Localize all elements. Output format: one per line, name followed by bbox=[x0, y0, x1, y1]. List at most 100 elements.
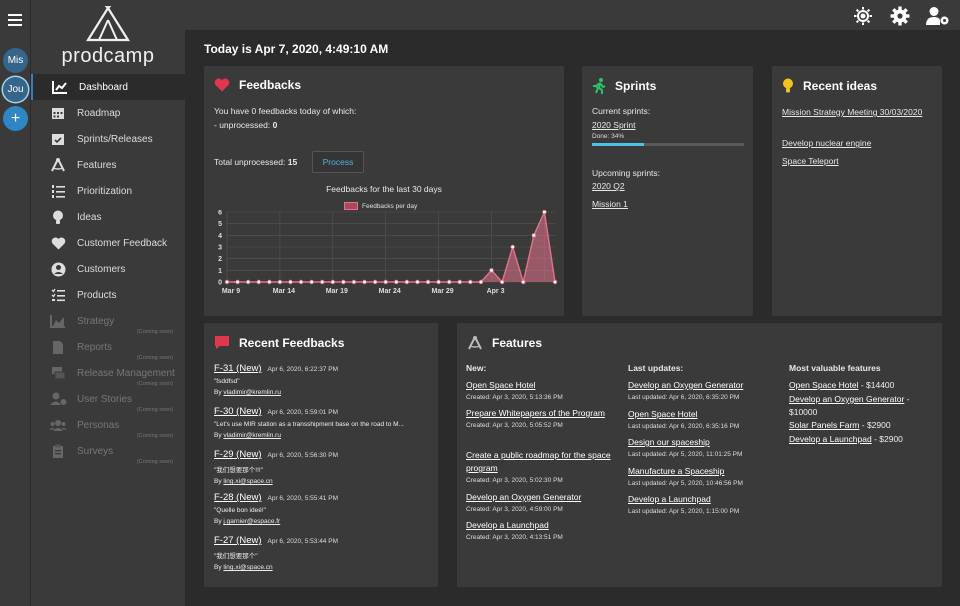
data-point bbox=[394, 279, 399, 285]
x-tick-label: Mar 29 bbox=[432, 288, 454, 295]
feature-value: - $2900 bbox=[871, 434, 903, 444]
feedback-item: F-29 (New) Apr 6, 2020, 5:56:30 PM "我们想要那个… bbox=[214, 449, 432, 485]
valuable-feature-item: Develop a Launchpad - $2900 bbox=[789, 433, 937, 446]
feature-link[interactable]: Develop an Oxygen Generator bbox=[466, 492, 582, 502]
hamburger-menu-icon[interactable] bbox=[8, 14, 22, 26]
tasks-icon bbox=[49, 286, 67, 304]
current-sprint-link[interactable]: 2020 Sprint bbox=[592, 120, 636, 130]
lightbulb-icon bbox=[783, 78, 793, 93]
nav-features[interactable]: Features bbox=[31, 152, 185, 178]
feedback-item: F-28 (New) Apr 6, 2020, 5:55:41 PM "Quelle… bbox=[214, 492, 432, 525]
workspace-button-2[interactable]: Jou bbox=[3, 77, 28, 102]
chart-legend: Feedbacks per day bbox=[344, 202, 417, 210]
brightness-icon[interactable] bbox=[853, 6, 873, 26]
feature-updated: Last updated: Apr 6, 2020, 6:35:20 PM bbox=[628, 394, 740, 401]
data-point bbox=[256, 279, 261, 285]
feedback-author-link[interactable]: ling.xi@space.cn bbox=[223, 478, 273, 485]
today-date-heading: Today is Apr 7, 2020, 4:49:10 AM bbox=[204, 42, 389, 56]
new-feature-item: Create a public roadmap for the space pr… bbox=[466, 449, 616, 484]
nav-label: Customer Feedback bbox=[77, 237, 168, 249]
feedback-id-link[interactable]: F-31 (New) bbox=[214, 363, 262, 374]
feedback-author-link[interactable]: vladimir@kremlin.ru bbox=[223, 432, 281, 439]
nav-label: Customers bbox=[77, 263, 126, 275]
upcoming-sprint-link[interactable]: Mission 1 bbox=[592, 199, 628, 209]
chart-area-icon bbox=[49, 312, 67, 330]
feedback-date: Apr 6, 2020, 5:53:44 PM bbox=[267, 538, 338, 545]
user-circle-icon bbox=[49, 260, 67, 278]
recent-ideas-card: Recent ideas Mission Strategy Meeting 30… bbox=[772, 66, 942, 316]
total-unprocessed-line: Total unprocessed: 15 bbox=[214, 157, 297, 167]
nav-ideas[interactable]: Ideas bbox=[31, 204, 185, 230]
legend-label: Feedbacks per day bbox=[362, 202, 418, 210]
y-tick-label: 4 bbox=[218, 233, 222, 240]
nav-customer-feedback[interactable]: Customer Feedback bbox=[31, 230, 185, 256]
feature-link[interactable]: Open Space Hotel bbox=[628, 408, 698, 419]
gear-icon[interactable] bbox=[890, 6, 910, 26]
card-title: Recent Feedbacks bbox=[239, 335, 345, 350]
nav-label: Prioritization bbox=[77, 185, 133, 197]
data-point bbox=[362, 279, 367, 285]
feedback-author-link[interactable]: ling.xi@space.cn bbox=[223, 564, 273, 571]
nav-personas: Personas (Coming soon) bbox=[31, 412, 185, 439]
feature-link[interactable]: Design our spaceship bbox=[628, 437, 710, 447]
nav-prioritization[interactable]: Prioritization bbox=[31, 178, 185, 204]
feature-link[interactable]: Manufacture a Spaceship bbox=[628, 465, 725, 476]
new-features-label: New: bbox=[466, 363, 487, 373]
feature-link[interactable]: Solar Panels Farm bbox=[789, 420, 860, 430]
data-point bbox=[320, 279, 325, 285]
feature-link[interactable]: Open Space Hotel bbox=[789, 380, 859, 390]
sidebar: prodcamp Dashboard Roadmap Sprints/Relea… bbox=[31, 0, 185, 606]
feedback-date: Apr 6, 2020, 5:59:01 PM bbox=[267, 409, 338, 416]
nav-roadmap[interactable]: Roadmap bbox=[31, 100, 185, 126]
card-title: Recent ideas bbox=[803, 79, 878, 93]
process-button[interactable]: Process bbox=[312, 151, 364, 173]
idea-link[interactable]: Develop nuclear engine bbox=[782, 138, 872, 148]
card-title: Feedbacks bbox=[239, 78, 302, 92]
feature-link[interactable]: Create a public roadmap for the space pr… bbox=[466, 450, 611, 473]
nav-label: Ideas bbox=[77, 211, 102, 223]
data-point bbox=[489, 268, 494, 273]
feedback-id-link[interactable]: F-28 (New) bbox=[214, 492, 262, 503]
feature-value: - $14400 bbox=[858, 380, 895, 390]
feedback-id-link[interactable]: F-30 (New) bbox=[214, 406, 262, 417]
idea-link[interactable]: Space Teleport bbox=[782, 156, 839, 166]
data-point bbox=[298, 279, 304, 285]
coming-soon-label: (Coming soon) bbox=[136, 459, 173, 465]
nav-reports: Reports (Coming soon) bbox=[31, 334, 185, 361]
feature-link[interactable]: Develop a Launchpad bbox=[628, 494, 711, 504]
nav-products[interactable]: Products bbox=[31, 282, 185, 308]
nav-dashboard[interactable]: Dashboard bbox=[31, 74, 185, 100]
data-point bbox=[415, 279, 420, 285]
nav-customers[interactable]: Customers bbox=[31, 256, 185, 282]
valuable-feature-item: Open Space Hotel - $14400 bbox=[789, 379, 937, 392]
idea-link[interactable]: Mission Strategy Meeting 30/03/2020 bbox=[782, 107, 923, 117]
y-tick-label: 1 bbox=[218, 268, 222, 275]
feature-link[interactable]: Open Space Hotel bbox=[466, 380, 536, 390]
y-tick-label: 0 bbox=[218, 280, 222, 287]
upcoming-sprint-link[interactable]: 2020 Q2 bbox=[592, 181, 625, 191]
feature-created: Created: Apr 3, 2020, 5:02:30 PM bbox=[466, 477, 563, 484]
feedback-by-label: By bbox=[214, 389, 224, 396]
add-workspace-button[interactable]: + bbox=[3, 106, 28, 131]
feature-link[interactable]: Develop a Launchpad bbox=[789, 434, 872, 444]
feedback-id-link[interactable]: F-29 (New) bbox=[214, 449, 262, 460]
feature-link[interactable]: Develop a Launchpad bbox=[466, 520, 549, 530]
new-feature-item: Prepare Whitepapers of the Program Create… bbox=[466, 407, 616, 429]
nav-label: Dashboard bbox=[79, 81, 128, 93]
unprocessed-value: 0 bbox=[272, 120, 278, 130]
workspace-button-1[interactable]: Mis bbox=[3, 48, 28, 73]
feedback-author-link[interactable]: vladimir@kremlin.ru bbox=[223, 389, 281, 396]
feature-created: Created: Apr 3, 2020, 5:05:52 PM bbox=[466, 422, 563, 429]
current-sprints-label: Current sprints: bbox=[592, 106, 651, 116]
feedback-id-link[interactable]: F-27 (New) bbox=[214, 535, 262, 546]
nav-sprints-releases[interactable]: Sprints/Releases bbox=[31, 126, 185, 152]
data-point bbox=[309, 279, 314, 285]
logo[interactable]: prodcamp bbox=[31, 6, 185, 70]
user-cog-icon[interactable] bbox=[926, 6, 950, 26]
feature-link[interactable]: Develop an Oxygen Generator bbox=[789, 394, 905, 404]
feedback-author-link[interactable]: j.garnier@espace.fr bbox=[223, 518, 281, 525]
feature-link[interactable]: Prepare Whitepapers of the Program bbox=[466, 408, 605, 418]
total-unprocessed-label: Total unprocessed: bbox=[214, 157, 288, 167]
feature-link[interactable]: Develop an Oxygen Generator bbox=[628, 380, 744, 390]
coming-soon-label: (Coming soon) bbox=[136, 355, 173, 361]
